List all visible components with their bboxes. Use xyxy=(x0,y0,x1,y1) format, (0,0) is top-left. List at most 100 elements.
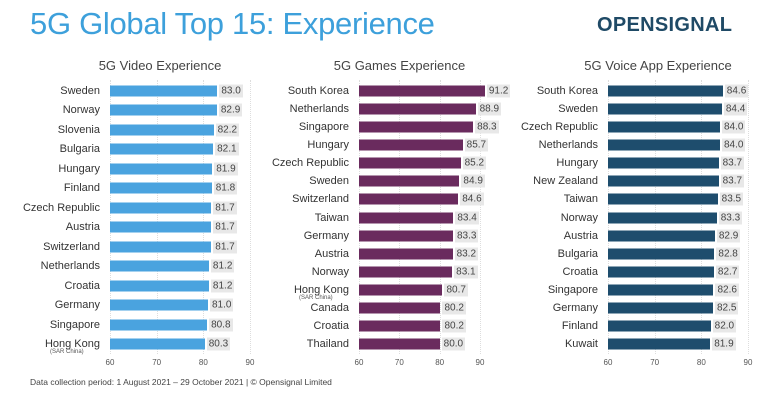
gridline xyxy=(250,80,251,354)
data-label: 81.9 xyxy=(214,162,238,176)
category-label: Kuwait xyxy=(564,338,598,350)
data-label: 83.3 xyxy=(718,211,743,224)
data-label: 83.0 xyxy=(219,84,243,98)
data-label: 83.5 xyxy=(719,192,744,206)
data-label: 84.9 xyxy=(461,174,485,188)
bar xyxy=(608,302,713,314)
bar xyxy=(110,163,213,175)
data-label: 82.8 xyxy=(716,247,740,261)
category-label: Austria xyxy=(65,221,100,234)
bar xyxy=(110,143,214,155)
category-sublabel: (SAR China) xyxy=(299,294,333,301)
x-tick-label: 90 xyxy=(743,358,753,367)
data-label: 80.3 xyxy=(206,337,231,351)
bar xyxy=(608,121,720,133)
x-tick-label: 70 xyxy=(394,358,404,367)
category-label: Netherlands xyxy=(40,260,100,273)
x-tick-label: 60 xyxy=(105,358,115,367)
bar xyxy=(359,230,453,242)
bar xyxy=(110,85,218,97)
category-label: South Korea xyxy=(287,85,349,97)
bar xyxy=(608,157,719,169)
x-tick-label: 80 xyxy=(198,358,208,367)
data-label: 81.0 xyxy=(210,298,234,312)
category-label: Bulgaria xyxy=(557,247,598,260)
x-tick-label: 90 xyxy=(475,358,485,367)
category-label: Singapore xyxy=(298,121,349,134)
bar xyxy=(359,212,454,223)
data-label: 81.8 xyxy=(213,181,238,195)
category-label: Finland xyxy=(561,319,598,332)
bar xyxy=(359,175,460,187)
bar xyxy=(110,124,214,136)
category-label: Bulgaria xyxy=(59,143,100,156)
bar xyxy=(359,103,476,115)
category-label: Hungary xyxy=(58,162,100,175)
bar xyxy=(359,302,441,314)
category-label: Taiwan xyxy=(563,193,598,206)
category-label: Austria xyxy=(563,229,598,242)
category-label: Norway xyxy=(311,265,349,278)
bar xyxy=(608,284,714,296)
category-label: Slovenia xyxy=(57,123,100,136)
category-label: Singapore xyxy=(49,318,100,331)
x-tick-label: 70 xyxy=(650,358,660,367)
category-label: Singapore xyxy=(547,283,598,296)
footer-note: Data collection period: 1 August 2021 – … xyxy=(30,377,332,387)
data-label: 83.1 xyxy=(454,265,478,279)
category-label: South Korea xyxy=(536,85,598,97)
bar xyxy=(359,157,461,169)
bar xyxy=(608,85,723,97)
data-label: 81.7 xyxy=(213,201,237,215)
bar xyxy=(608,103,722,115)
bar xyxy=(359,338,440,350)
data-label: 84.6 xyxy=(724,84,749,98)
x-tick-label: 70 xyxy=(152,358,162,367)
category-label: Czech Republic xyxy=(520,121,598,134)
bar xyxy=(359,193,459,205)
category-label: Hungary xyxy=(307,139,349,152)
data-label: 84.6 xyxy=(460,192,484,206)
category-label: Thailand xyxy=(306,338,349,350)
category-label: Sweden xyxy=(558,103,598,116)
data-label: 81.9 xyxy=(712,337,736,351)
bar xyxy=(110,104,217,116)
category-label: Netherlands xyxy=(538,139,598,152)
data-label: 88.9 xyxy=(477,102,502,116)
bar xyxy=(608,212,717,223)
data-label: 85.7 xyxy=(464,138,489,152)
bar xyxy=(608,139,720,151)
bar xyxy=(608,230,715,242)
category-label: Czech Republic xyxy=(271,157,349,170)
category-label: Germany xyxy=(552,301,598,314)
bar xyxy=(110,182,212,194)
category-label: Hong Kong xyxy=(44,338,100,350)
data-label: 82.7 xyxy=(715,265,740,279)
x-tick-label: 80 xyxy=(696,358,706,367)
data-label: 83.4 xyxy=(455,211,479,224)
x-tick-label: 60 xyxy=(603,358,613,367)
page-title: 5G Global Top 15: Experience xyxy=(30,6,435,41)
category-label: Croatia xyxy=(562,265,598,278)
category-label: Canada xyxy=(310,301,349,314)
category-sublabel: (SAR China) xyxy=(50,349,84,355)
data-label: 80.8 xyxy=(209,318,233,332)
gridline xyxy=(748,80,749,354)
bar xyxy=(359,121,474,133)
data-label: 82.1 xyxy=(215,142,239,156)
data-label: 91.2 xyxy=(486,84,511,98)
data-label: 84.0 xyxy=(722,138,746,152)
bar xyxy=(110,338,205,350)
category-label: Germany xyxy=(54,299,100,312)
x-tick-label: 60 xyxy=(354,358,364,367)
category-label: Sweden xyxy=(60,85,100,97)
bar xyxy=(359,248,453,260)
bar xyxy=(359,266,453,278)
bar xyxy=(608,248,715,260)
data-label: 83.2 xyxy=(454,247,479,261)
x-tick-label: 90 xyxy=(245,358,255,367)
bar xyxy=(110,241,212,253)
category-label: Switzerland xyxy=(43,240,100,253)
data-label: 82.2 xyxy=(215,123,240,137)
gridline xyxy=(156,80,158,354)
